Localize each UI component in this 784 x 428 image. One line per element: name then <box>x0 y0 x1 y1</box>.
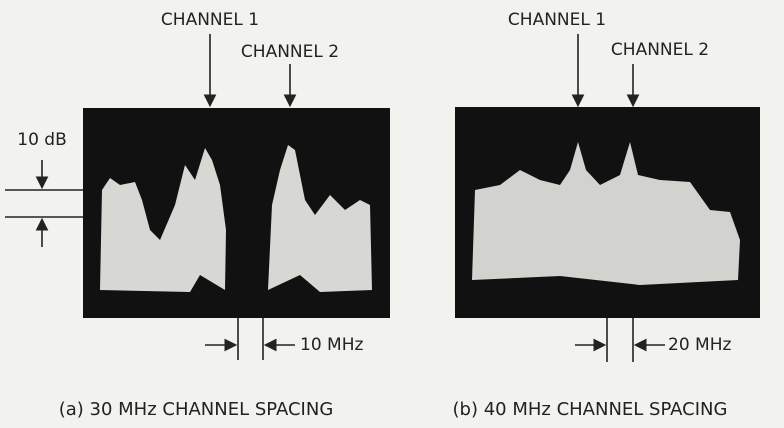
panel-a: CHANNEL 1 CHANNEL 2 10 dB 10 MHz (a) 30 … <box>5 10 390 420</box>
panel-b: CHANNEL 1 CHANNEL 2 20 MHz (b) 40 MHz CH… <box>453 10 760 420</box>
spectrum <box>472 142 740 285</box>
spectrum <box>268 145 372 292</box>
caption: (b) 40 MHz CHANNEL SPACING <box>453 399 728 420</box>
spectrum <box>100 148 226 292</box>
label: CHANNEL 1 <box>161 10 259 30</box>
caption: (a) 30 MHz CHANNEL SPACING <box>59 399 334 420</box>
label: 10 dB <box>17 130 67 150</box>
label: CHANNEL 2 <box>241 42 339 62</box>
label: CHANNEL 1 <box>508 10 606 30</box>
label: 10 MHz <box>300 335 363 355</box>
label: CHANNEL 2 <box>611 40 709 60</box>
label: 20 MHz <box>668 335 731 355</box>
